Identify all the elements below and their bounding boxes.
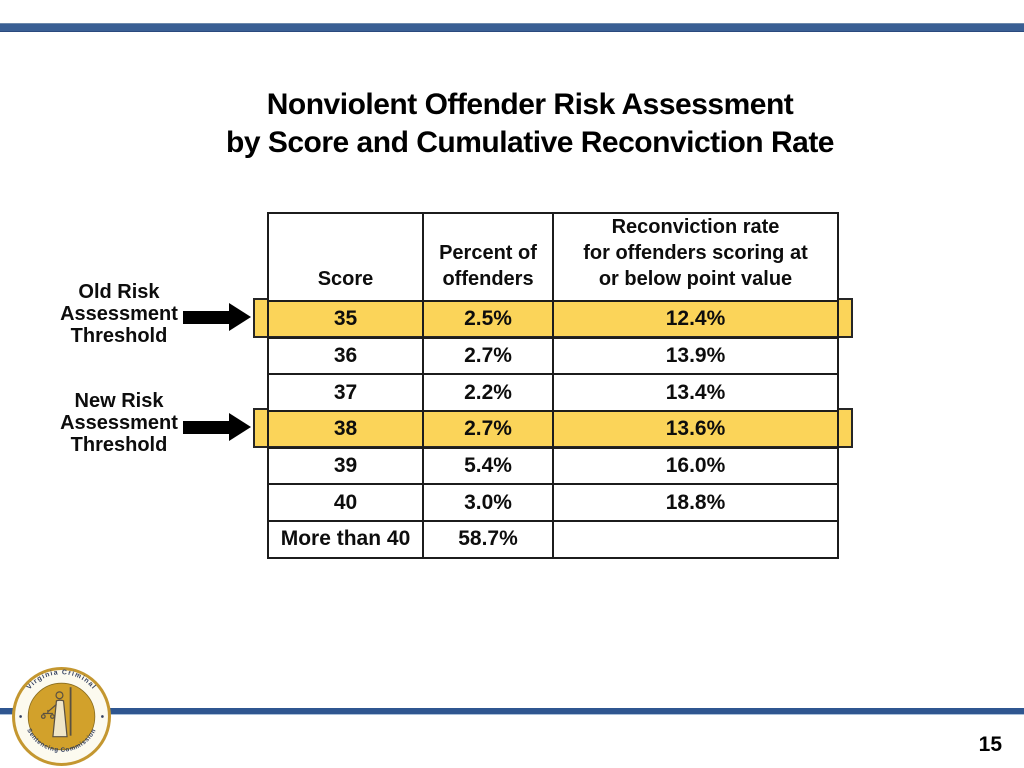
percent-cell: 2.5% [422,300,554,339]
lady-justice-figure [40,687,72,738]
new-threshold-label: New Risk Assessment Threshold [60,390,178,456]
new-threshold-arrow-icon [183,413,251,442]
score-cell: 37 [267,373,424,413]
score-cell: 35 [267,300,424,339]
percent-cell: 2.7% [422,336,554,376]
page-number: 15 [978,733,1002,756]
table-row-37: 37 2.2% 13.4% [267,373,839,413]
seal-right-dot [101,715,104,718]
percent-cell: 5.4% [422,446,554,486]
bottom-accent-line [0,708,1024,715]
arrow-shaft [183,421,230,434]
percent-cell: 2.2% [422,373,554,413]
table-row-39: 39 5.4% 16.0% [267,446,839,486]
rate-cell: 13.6% [552,410,839,449]
old-threshold-label: Old Risk Assessment Threshold [60,281,178,347]
header-cell-score: Score [267,212,424,302]
table-row-40: 40 3.0% 18.8% [267,483,839,523]
top-accent-bar [0,23,1024,32]
header-cell-percent: Percent of offenders [422,212,554,302]
arrow-shaft [183,311,230,324]
score-cell: 39 [267,446,424,486]
table-header-row: Score Percent of offenders Reconviction … [267,212,839,302]
rate-cell: 13.9% [552,336,839,376]
risk-assessment-table: Score Percent of offenders Reconviction … [267,212,839,559]
rate-cell: 13.4% [552,373,839,413]
percent-cell: 2.7% [422,410,554,449]
score-cell: 40 [267,483,424,523]
rate-cell [552,520,839,559]
percent-cell: 58.7% [422,520,554,559]
score-cell: 36 [267,336,424,376]
slide-title: Nonviolent Offender Risk Assessment by S… [226,88,835,159]
old-threshold-arrow-icon [183,303,251,332]
arrow-head [229,303,251,331]
rate-cell: 18.8% [552,483,839,523]
table-row-35: 35 2.5% 12.4% [267,300,839,339]
table-row-more-than-40: More than 40 58.7% [267,520,839,559]
seal-left-dot [19,715,22,718]
rate-cell: 16.0% [552,446,839,486]
table-row-36: 36 2.7% 13.9% [267,336,839,376]
table-row-38: 38 2.7% 13.6% [267,410,839,449]
score-cell: More than 40 [267,520,424,559]
header-cell-reconviction-rate: Reconviction rate for offenders scoring … [552,212,839,302]
arrow-head [229,413,251,441]
rate-cell: 12.4% [552,300,839,339]
score-cell: 38 [267,410,424,449]
vcsc-seal-logo: Virginia Criminal Sentencing Commission [12,667,111,766]
percent-cell: 3.0% [422,483,554,523]
